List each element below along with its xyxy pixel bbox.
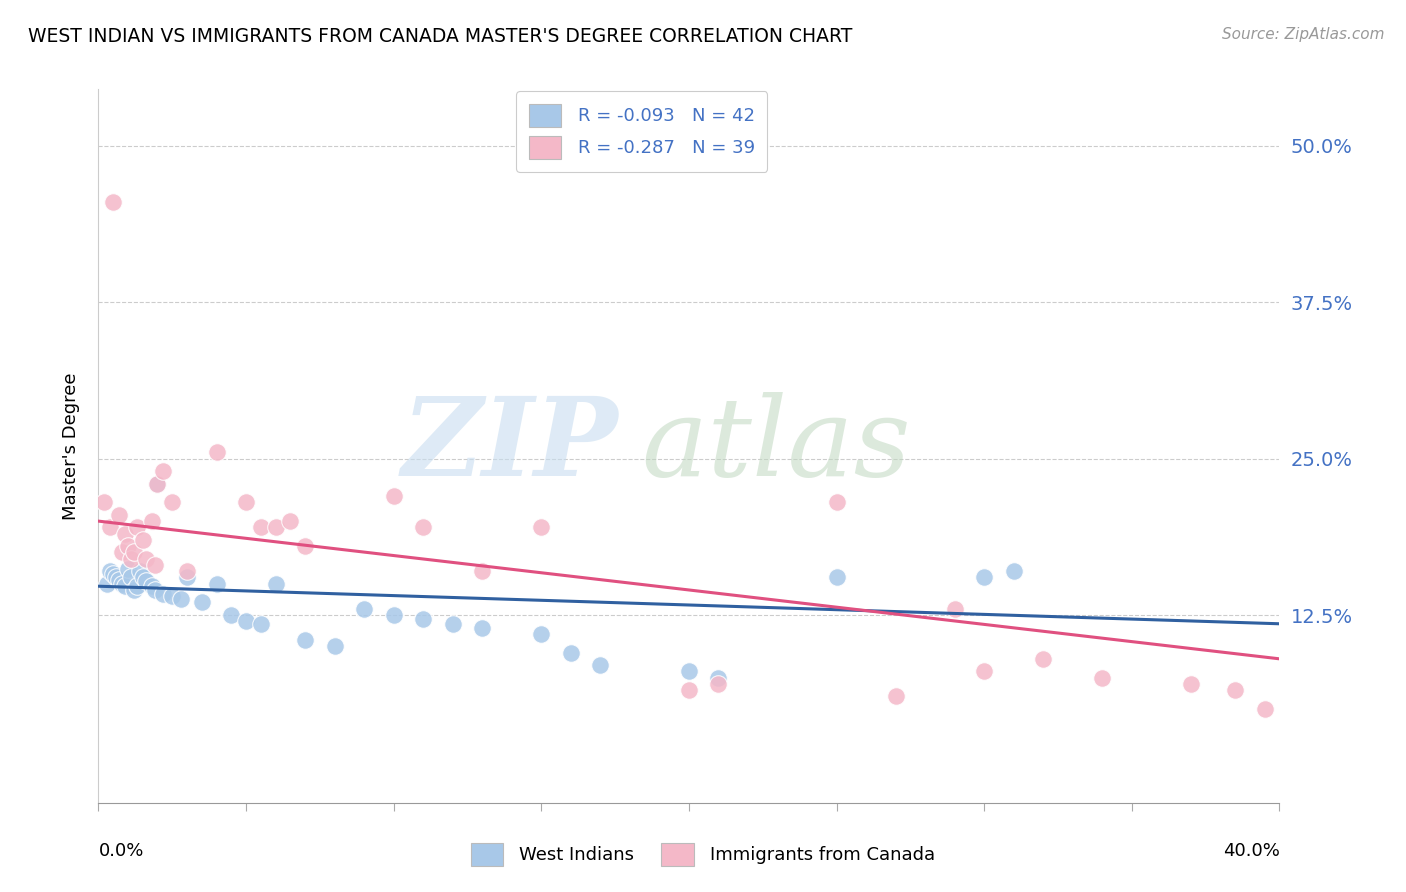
Point (132, 570, 155, 584)
Point (114, 526, 136, 541)
Point (707, 677, 730, 691)
Point (412, 612, 434, 626)
Point (678, 665, 700, 679)
Point (280, 514, 302, 528)
Point (125, 579, 148, 593)
Point (678, 683, 700, 698)
Point (884, 690, 907, 704)
Point (589, 658, 612, 673)
Point (122, 545, 145, 559)
Point (412, 520, 434, 534)
Point (120, 551, 142, 566)
Point (141, 579, 163, 593)
Point (105, 570, 128, 584)
Point (1254, 702, 1277, 716)
Point (382, 607, 405, 622)
Point (294, 539, 316, 553)
Point (108, 508, 131, 522)
Point (117, 539, 139, 553)
Point (108, 573, 131, 587)
Point (96, 576, 118, 591)
Point (973, 665, 995, 679)
Point (176, 570, 198, 584)
Point (152, 464, 174, 478)
Point (323, 640, 346, 654)
Point (103, 566, 125, 581)
Point (1180, 677, 1202, 691)
Point (264, 520, 287, 534)
Point (122, 582, 145, 597)
Point (235, 495, 257, 509)
Point (1091, 671, 1114, 685)
Point (560, 646, 582, 660)
Point (93, 495, 115, 509)
Point (250, 616, 273, 631)
Point (170, 591, 193, 606)
Point (205, 445, 228, 459)
Point (146, 476, 169, 491)
Point (162, 495, 183, 509)
Point (114, 579, 136, 593)
Point (825, 495, 848, 509)
Point (135, 574, 157, 589)
Text: 0.0%: 0.0% (98, 842, 143, 860)
Point (264, 576, 287, 591)
Point (471, 621, 494, 635)
Point (382, 489, 405, 503)
Point (125, 520, 148, 534)
Point (1002, 564, 1025, 578)
Point (471, 564, 494, 578)
Point (1225, 683, 1247, 698)
Point (1032, 652, 1054, 666)
Point (143, 582, 166, 597)
Text: ZIP: ZIP (402, 392, 619, 500)
Legend: West Indians, Immigrants from Canada: West Indians, Immigrants from Canada (458, 830, 948, 879)
Point (111, 576, 134, 591)
Point (135, 551, 157, 566)
Point (235, 614, 257, 628)
Point (111, 545, 134, 559)
Point (221, 607, 243, 622)
Point (162, 589, 183, 603)
Point (294, 633, 316, 648)
Text: Source: ZipAtlas.com: Source: ZipAtlas.com (1222, 27, 1385, 42)
Text: WEST INDIAN VS IMMIGRANTS FROM CANADA MASTER'S DEGREE CORRELATION CHART: WEST INDIAN VS IMMIGRANTS FROM CANADA MA… (28, 27, 852, 45)
Point (103, 194, 125, 209)
Point (141, 514, 163, 528)
Point (973, 570, 995, 584)
Y-axis label: Master's Degree: Master's Degree (62, 372, 80, 520)
Point (117, 562, 139, 576)
Point (353, 601, 375, 615)
Text: atlas: atlas (641, 392, 911, 500)
Point (98, 520, 121, 534)
Point (191, 595, 214, 609)
Point (441, 616, 464, 631)
Point (146, 476, 169, 491)
Point (176, 564, 198, 578)
Point (205, 576, 228, 591)
Point (132, 533, 155, 547)
Point (120, 570, 142, 584)
Point (250, 520, 273, 534)
Point (128, 564, 150, 578)
Point (530, 520, 553, 534)
Point (143, 558, 166, 572)
Text: 40.0%: 40.0% (1223, 842, 1279, 860)
Point (152, 587, 174, 601)
Point (707, 671, 730, 685)
Legend: R = -0.093   N = 42, R = -0.287   N = 39: R = -0.093 N = 42, R = -0.287 N = 39 (516, 91, 768, 172)
Point (825, 570, 848, 584)
Point (98, 564, 121, 578)
Point (943, 601, 966, 615)
Point (530, 627, 553, 641)
